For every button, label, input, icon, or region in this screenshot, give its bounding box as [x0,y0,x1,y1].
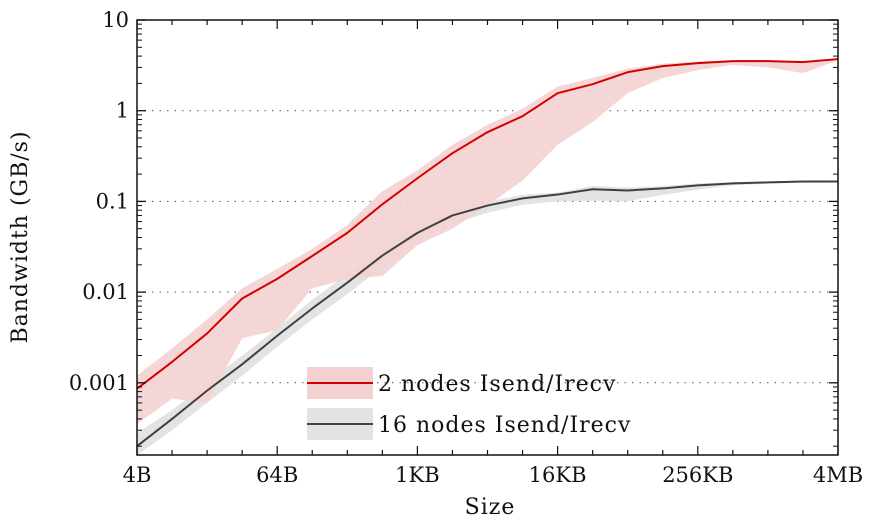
x-tick-label: 4B [123,463,152,487]
x-tick-label: 256KB [662,463,733,487]
x-tick-label: 64B [256,463,298,487]
x-tick-label: 1KB [395,463,439,487]
y-tick-label: 0.1 [96,189,129,213]
y-tick-label: 0.01 [82,280,129,304]
legend-label-0: 2 nodes Isend/Irecv [378,372,616,397]
series-line-0 [136,58,839,390]
y-tick-label: 10 [102,8,129,32]
y-tick-label: 1 [116,99,129,123]
axis-ticks [136,19,839,455]
legend: 2 nodes Isend/Irecv 16 nodes Isend/Irecv [307,367,631,440]
x-tick-label: 16KB [529,463,587,487]
x-tick-label: 4MB [813,463,863,487]
x-axis-title: Size [465,495,516,520]
y-tick-labels: 10 1 0.1 0.01 0.001 [69,8,129,395]
y-tick-label: 0.001 [69,371,129,395]
y-axis-title: Bandwidth (GB/s) [8,130,33,343]
legend-label-1: 16 nodes Isend/Irecv [378,413,631,438]
x-tick-labels: 4B 64B 1KB 16KB 256KB 4MB [123,463,864,487]
